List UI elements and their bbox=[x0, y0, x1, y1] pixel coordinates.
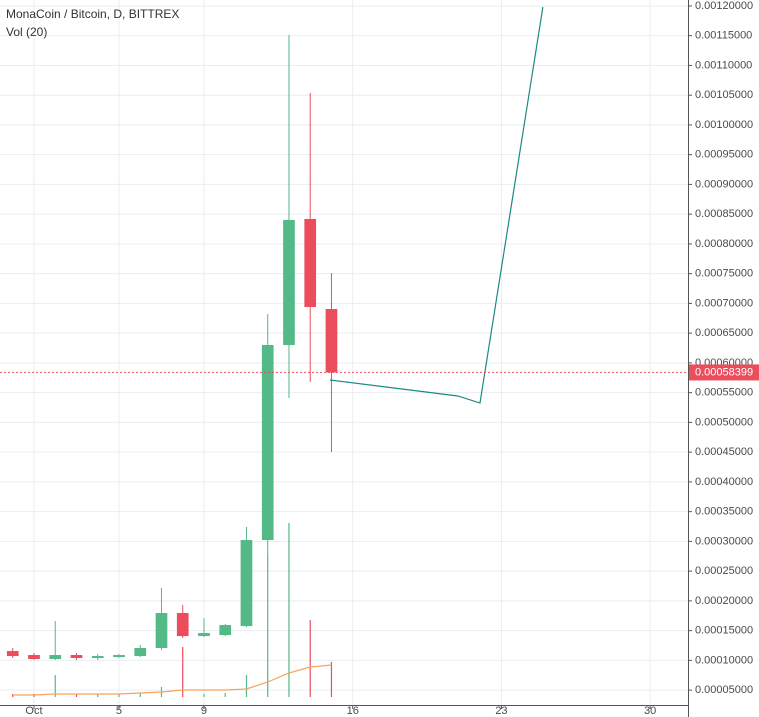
y-tick-label: 0.00025000 bbox=[695, 565, 753, 577]
y-tick-label: 0.00015000 bbox=[695, 625, 753, 637]
candle-body bbox=[91, 656, 104, 658]
y-tick-label: 0.00070000 bbox=[695, 297, 753, 309]
plot bbox=[0, 6, 688, 697]
y-tick-label: 0.00035000 bbox=[695, 506, 753, 518]
x-tick-label: 23 bbox=[495, 705, 507, 717]
trend-line bbox=[329, 6, 544, 404]
y-tick-label: 0.00010000 bbox=[695, 654, 753, 666]
candle-body bbox=[240, 540, 253, 627]
candle-body bbox=[113, 655, 125, 658]
candle-body bbox=[261, 345, 274, 541]
y-tick-label: 0.00065000 bbox=[695, 327, 753, 339]
y-tick-label: 0.00120000 bbox=[695, 0, 753, 12]
candle-body bbox=[219, 625, 232, 636]
y-tick-label: 0.00115000 bbox=[695, 30, 752, 42]
candle-body bbox=[176, 613, 189, 637]
candle-body bbox=[198, 633, 210, 637]
candle-body bbox=[6, 651, 19, 657]
grid bbox=[0, 0, 688, 705]
y-tick-label: 0.00050000 bbox=[695, 416, 753, 428]
y-tick-label: 0.00045000 bbox=[695, 446, 753, 458]
y-tick-label: 0.00095000 bbox=[695, 149, 753, 161]
x-tick-label: 9 bbox=[201, 705, 207, 717]
y-tick-label: 0.00105000 bbox=[695, 89, 753, 101]
chart-title: MonaCoin / Bitcoin, D, BITTREX bbox=[6, 7, 179, 21]
y-tick-label: 0.00110000 bbox=[695, 59, 752, 71]
candle-body bbox=[325, 309, 338, 373]
y-tick-label: 0.00030000 bbox=[695, 535, 753, 547]
last-price-label: 0.00058399 bbox=[695, 366, 753, 378]
x-tick-label: 16 bbox=[347, 705, 359, 717]
y-tick-label: 0.00005000 bbox=[695, 684, 753, 696]
candle-body bbox=[70, 655, 83, 658]
candle-body bbox=[28, 655, 40, 660]
last-price-box bbox=[689, 364, 759, 381]
candle-body bbox=[134, 648, 147, 657]
y-tick-label: 0.00100000 bbox=[695, 119, 753, 131]
x-tick-label: 30 bbox=[644, 705, 656, 717]
x-tick-label: Oct bbox=[25, 705, 42, 717]
volume-ma-line bbox=[12, 664, 332, 696]
y-tick-label: 0.00090000 bbox=[695, 178, 753, 190]
candle-body bbox=[155, 613, 168, 649]
candle-body bbox=[283, 220, 295, 346]
y-tick-label: 0.00040000 bbox=[695, 476, 753, 488]
y-tick-label: 0.00020000 bbox=[695, 595, 753, 607]
y-tick-label: 0.00055000 bbox=[695, 387, 753, 399]
y-tick-label: 0.00085000 bbox=[695, 208, 753, 220]
y-tick-label: 0.00080000 bbox=[695, 238, 753, 250]
candle-body bbox=[49, 655, 62, 660]
candle-body bbox=[304, 218, 317, 307]
axes: 0.00005000 0.00010000 0.00015000 0.00020000… bbox=[25, 0, 759, 717]
y-tick-label: 0.00075000 bbox=[695, 268, 753, 280]
x-tick-label: 5 bbox=[116, 705, 122, 717]
volume-label: Vol (20) bbox=[6, 25, 47, 39]
